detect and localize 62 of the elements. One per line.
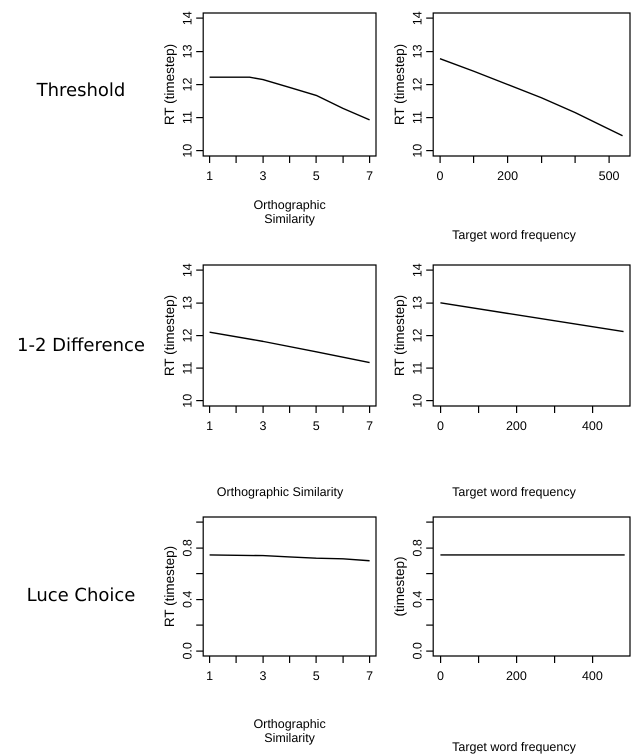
x-tick-label: 400	[582, 668, 603, 683]
text: 1-2 Difference	[16, 335, 146, 356]
x-tick-label: 1	[206, 668, 214, 683]
y-tick-label: 13	[410, 44, 424, 58]
y-axis-title: RT (timestep)	[392, 44, 407, 126]
y-tick-label: 12	[410, 328, 424, 342]
x-axis-title: Target word frequency	[451, 485, 577, 499]
y-tick-label: 11	[180, 111, 194, 124]
y-tick-label: 13	[410, 296, 424, 310]
x-tick-label: 0	[436, 668, 444, 683]
x-axis-title: Target word frequency	[451, 740, 577, 754]
x-tick-label: 1	[206, 418, 214, 433]
y-tick-label: 0.4	[410, 590, 424, 608]
x-tick-label: 0	[436, 168, 444, 183]
y-tick-label: 0.0	[410, 642, 424, 660]
text: Threshold	[36, 80, 126, 101]
x-tick-label: 3	[259, 418, 266, 433]
x-tick-label: 200	[497, 168, 518, 183]
x-tick-label: 7	[366, 168, 374, 183]
y-tick-label: 11	[180, 362, 194, 375]
x-tick-label: 1	[206, 168, 214, 183]
x-tick-label: 200	[506, 668, 527, 683]
y-tick-label: 0.8	[410, 539, 424, 557]
y-tick-label: 10	[410, 144, 424, 158]
y-tick-label: 12	[410, 78, 424, 92]
y-tick-label: 10	[180, 144, 194, 158]
y-axis-title: RT (timestep)	[162, 546, 177, 628]
y-tick-label: 14	[410, 11, 424, 26]
x-tick-label: 5	[312, 168, 320, 183]
y-tick-label: 12	[180, 78, 194, 92]
x-tick-label: 5	[312, 418, 320, 433]
x-axis-title: Orthographic Similarity	[216, 485, 344, 499]
x-axis-title: Orthographic Similarity	[252, 717, 327, 745]
y-tick-label: 0.4	[180, 590, 194, 608]
y-axis-title: RT (timestep)	[162, 294, 177, 376]
y-tick-label: 11	[410, 111, 424, 124]
y-tick-label: 11	[410, 362, 424, 375]
x-tick-label: 5	[312, 668, 320, 683]
x-tick-label: 7	[366, 668, 374, 683]
y-tick-label: 10	[180, 394, 194, 408]
y-tick-label: 13	[180, 296, 194, 310]
y-tick-label: 0.8	[180, 539, 194, 557]
y-tick-label: 14	[410, 263, 424, 278]
y-axis-title: RT (timestep)	[162, 44, 177, 126]
x-axis-title: Orthographic Similarity	[252, 198, 327, 226]
y-axis-title: RT (timestep)	[392, 294, 407, 376]
x-axis-title: Target word frequency	[451, 228, 577, 242]
x-tick-label: 200	[506, 418, 527, 433]
y-tick-label: 13	[180, 44, 194, 58]
y-tick-label: 10	[410, 394, 424, 408]
x-tick-label: 3	[259, 668, 266, 683]
x-tick-label: 400	[582, 418, 603, 433]
text: Luce Choice	[26, 585, 136, 606]
x-tick-label: 7	[366, 418, 374, 433]
y-tick-label: 14	[180, 11, 194, 26]
y-tick-label: 12	[180, 328, 194, 342]
x-tick-label: 0	[436, 418, 444, 433]
y-tick-label: 14	[180, 263, 194, 278]
y-tick-label: 0.0	[180, 642, 194, 660]
y-axis-title: (timestep)	[392, 556, 407, 617]
x-tick-label: 3	[259, 168, 266, 183]
x-tick-label: 500	[598, 168, 620, 183]
